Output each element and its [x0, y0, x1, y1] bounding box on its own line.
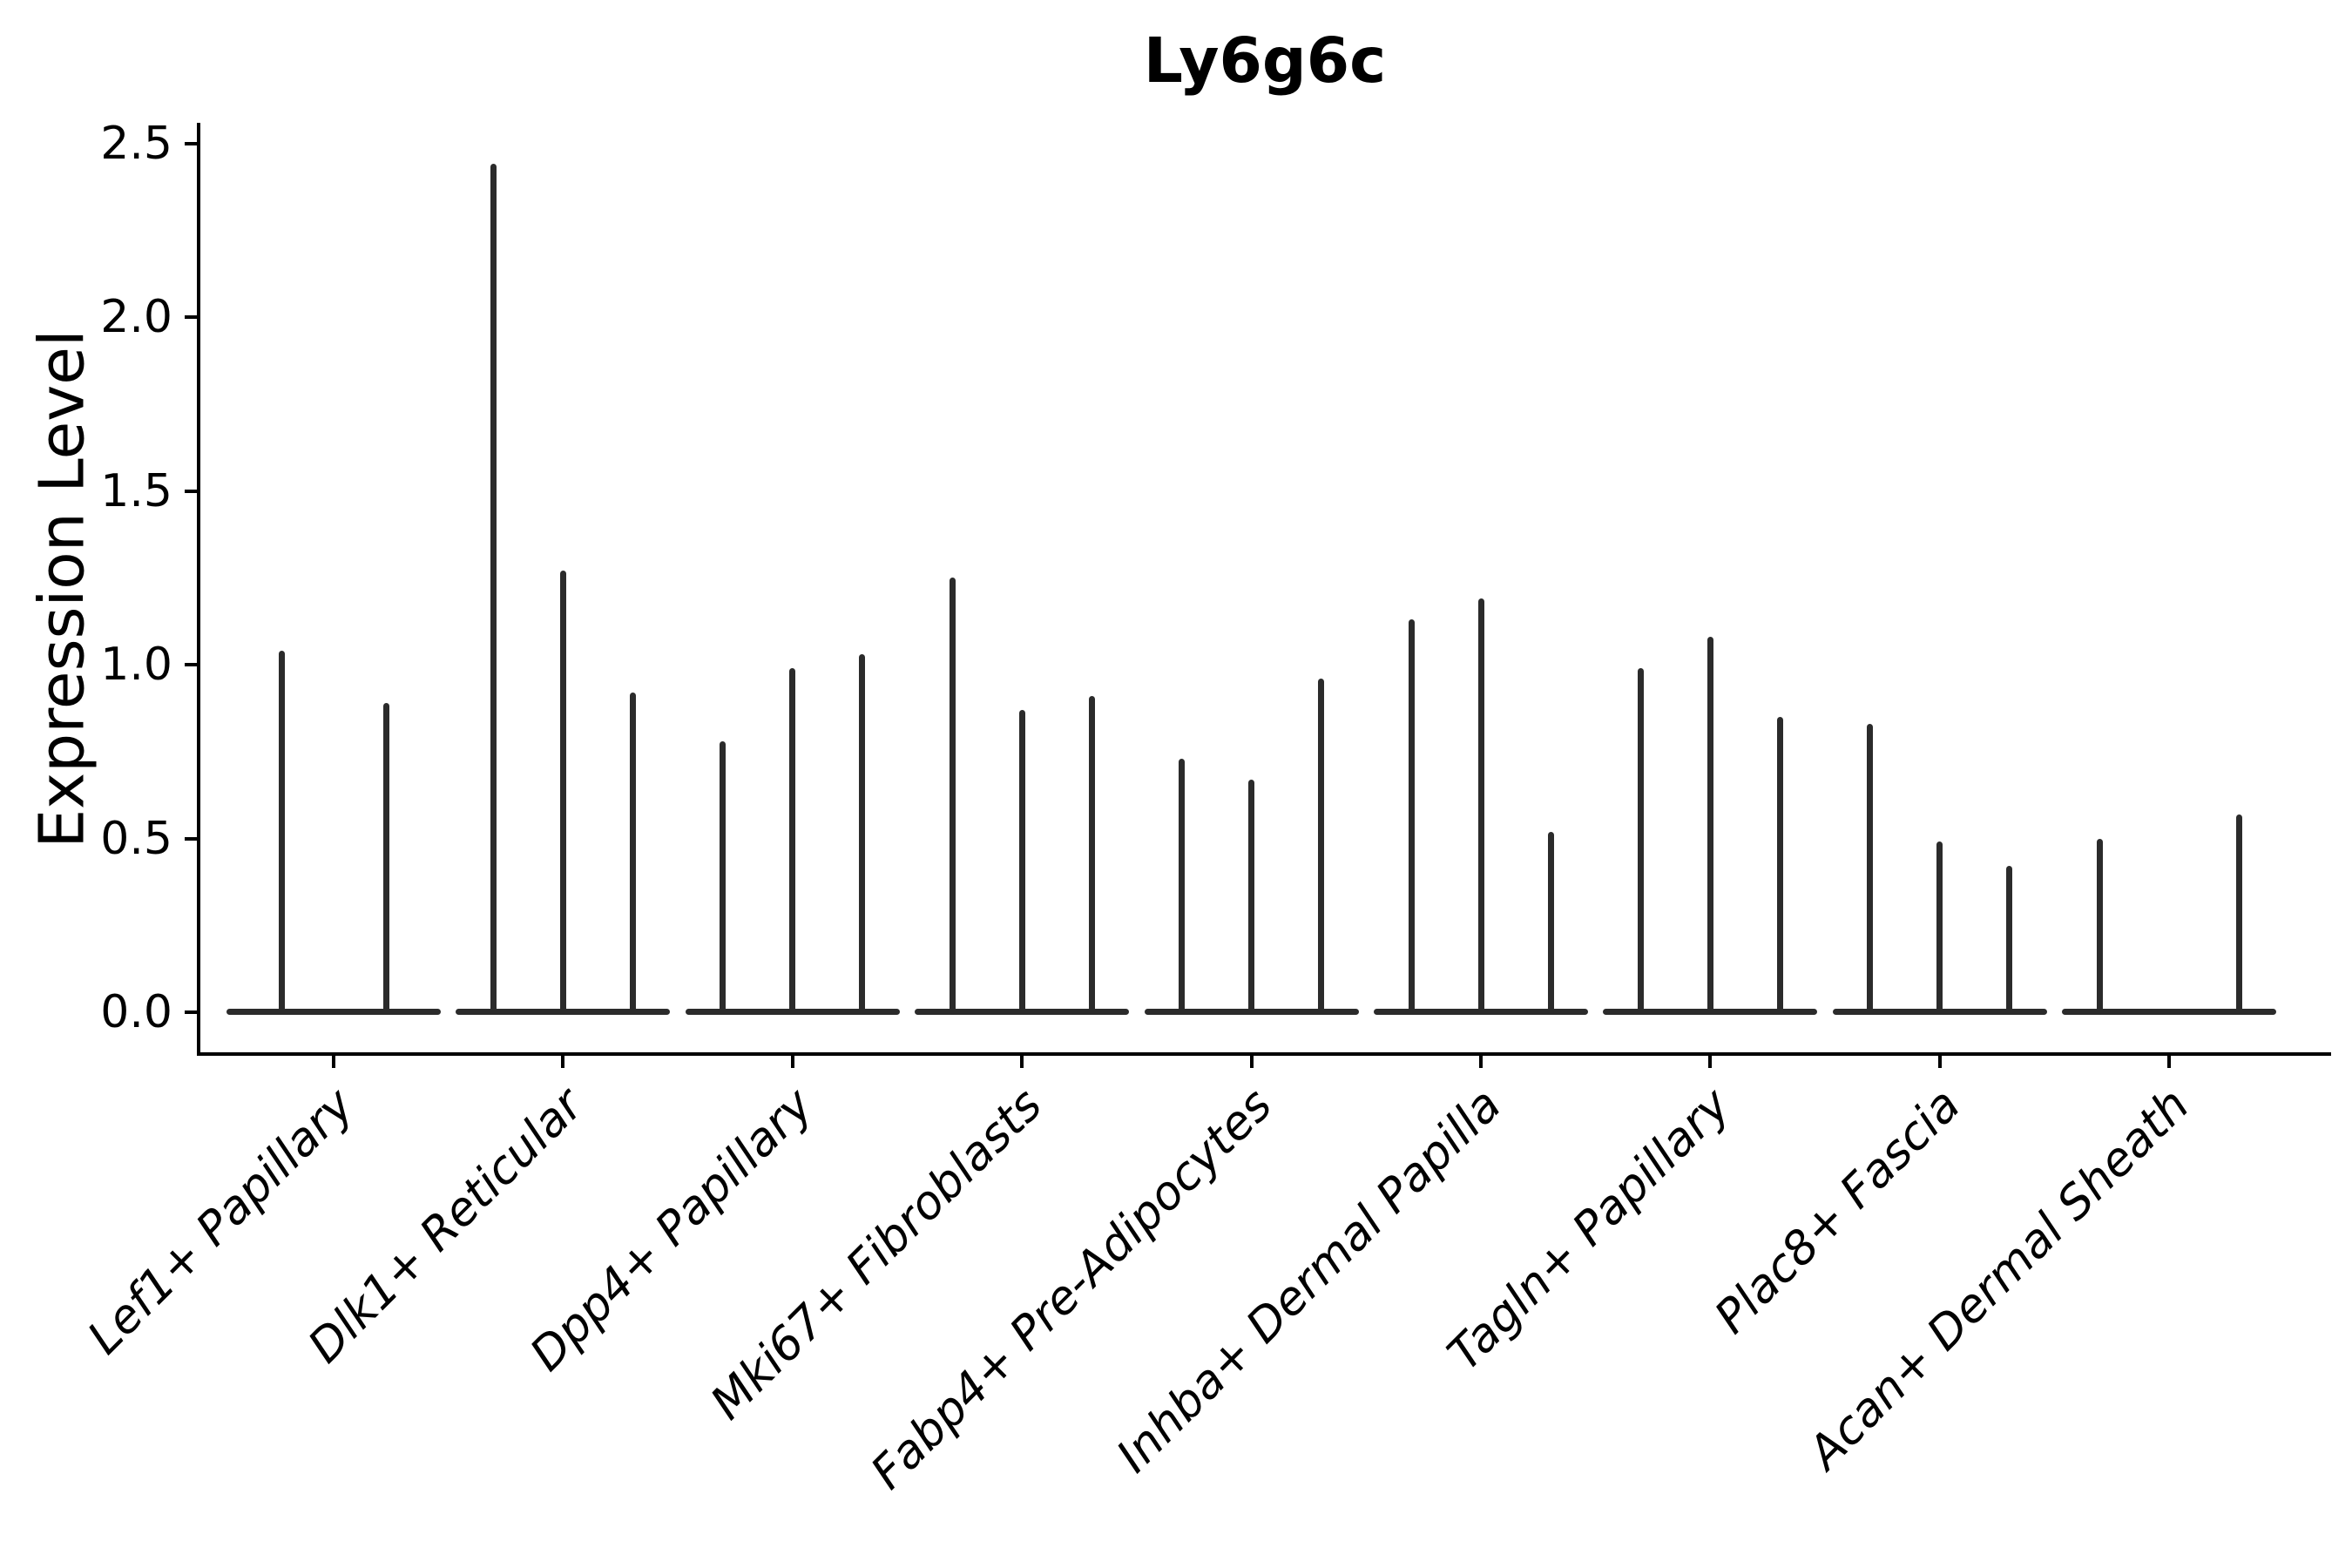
x-axis-spine — [197, 1052, 2331, 1056]
y-axis-label: Expression Level — [25, 329, 98, 848]
x-tick — [561, 1056, 565, 1068]
violin-spike — [1179, 758, 1186, 1015]
violin-spike — [1408, 619, 1415, 1015]
violin-spike — [1018, 709, 1025, 1015]
violin-baseline — [226, 1008, 441, 1015]
x-tick — [790, 1056, 794, 1068]
violin-spike — [1248, 779, 1255, 1015]
y-tick — [185, 1010, 197, 1014]
violin-spike — [789, 667, 796, 1015]
violin-spike — [559, 571, 566, 1015]
violin-spike — [2006, 866, 2013, 1015]
violin-spike — [1088, 695, 1095, 1015]
y-tick-label: 2.0 — [100, 291, 172, 343]
x-tick — [1708, 1056, 1713, 1068]
x-tick — [1020, 1056, 1024, 1068]
y-tick — [185, 663, 197, 666]
violin-spike — [720, 740, 727, 1015]
violin-spike — [1776, 716, 1783, 1015]
x-tick — [1937, 1056, 1942, 1068]
violin-spike — [949, 578, 956, 1015]
violin-spike — [1867, 723, 1874, 1015]
y-tick — [185, 836, 197, 841]
x-tick — [1479, 1056, 1483, 1068]
violin-spike — [2096, 838, 2103, 1015]
x-tick — [1249, 1056, 1254, 1068]
y-axis-spine — [197, 123, 200, 1056]
violin-spike — [1936, 841, 1943, 1015]
y-tick-label: 1.5 — [100, 464, 172, 517]
y-tick — [185, 489, 197, 493]
y-tick-label: 0.5 — [100, 812, 172, 865]
violin-spike — [278, 651, 285, 1015]
chart-title: Ly6g6c — [1143, 24, 1387, 97]
x-tick — [332, 1056, 335, 1068]
violin-spike — [1477, 598, 1484, 1015]
violin-spike — [859, 654, 866, 1015]
violin-spike — [490, 164, 497, 1015]
violin-spike — [1318, 678, 1325, 1015]
violin-spike — [1707, 637, 1713, 1015]
violin-baseline — [2062, 1008, 2277, 1015]
violin-spike — [2235, 814, 2242, 1015]
violin-spike — [1637, 667, 1644, 1015]
y-tick — [185, 315, 197, 319]
y-tick-label: 0.0 — [100, 986, 172, 1038]
violin-spike — [629, 692, 636, 1015]
y-tick — [185, 141, 197, 145]
violin-spike — [1547, 831, 1554, 1015]
x-tick — [2167, 1056, 2172, 1068]
y-tick-label: 2.5 — [100, 117, 172, 170]
y-tick-label: 1.0 — [100, 639, 172, 691]
violin-spike — [382, 702, 389, 1015]
